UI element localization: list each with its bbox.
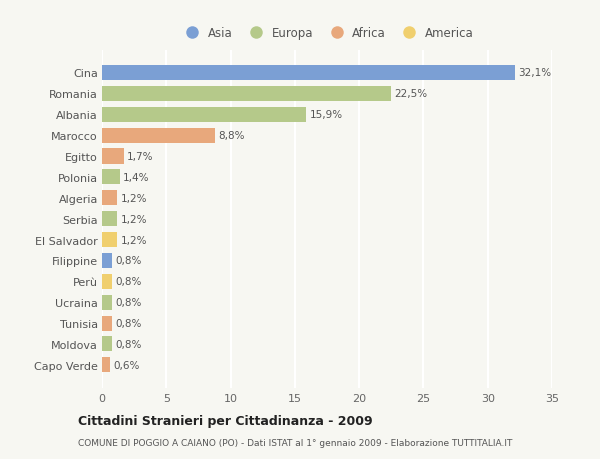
- Text: COMUNE DI POGGIO A CAIANO (PO) - Dati ISTAT al 1° gennaio 2009 - Elaborazione TU: COMUNE DI POGGIO A CAIANO (PO) - Dati IS…: [78, 438, 512, 447]
- Bar: [102, 274, 112, 289]
- Text: 0,8%: 0,8%: [116, 297, 142, 308]
- Bar: [102, 170, 120, 185]
- Text: 0,8%: 0,8%: [116, 339, 142, 349]
- Text: 1,2%: 1,2%: [121, 193, 147, 203]
- Bar: [102, 87, 391, 101]
- Bar: [102, 253, 112, 269]
- Text: 1,2%: 1,2%: [121, 214, 147, 224]
- Bar: [102, 212, 118, 227]
- Legend: Asia, Europa, Africa, America: Asia, Europa, Africa, America: [176, 22, 478, 45]
- Bar: [102, 191, 118, 206]
- Text: 22,5%: 22,5%: [395, 89, 428, 99]
- Text: 0,6%: 0,6%: [113, 360, 139, 370]
- Text: 0,8%: 0,8%: [116, 256, 142, 266]
- Bar: [102, 316, 112, 331]
- Text: 8,8%: 8,8%: [218, 131, 245, 141]
- Text: 1,4%: 1,4%: [123, 173, 150, 183]
- Bar: [102, 129, 215, 143]
- Bar: [102, 337, 112, 352]
- Text: 1,2%: 1,2%: [121, 235, 147, 245]
- Bar: [102, 295, 112, 310]
- Text: 32,1%: 32,1%: [518, 68, 551, 78]
- Text: 1,7%: 1,7%: [127, 151, 154, 162]
- Bar: [102, 358, 110, 373]
- Bar: [102, 233, 118, 247]
- Bar: [102, 66, 515, 81]
- Bar: [102, 107, 307, 123]
- Text: 0,8%: 0,8%: [116, 319, 142, 328]
- Text: 15,9%: 15,9%: [310, 110, 343, 120]
- Text: Cittadini Stranieri per Cittadinanza - 2009: Cittadini Stranieri per Cittadinanza - 2…: [78, 414, 373, 428]
- Text: 0,8%: 0,8%: [116, 277, 142, 287]
- Bar: [102, 149, 124, 164]
